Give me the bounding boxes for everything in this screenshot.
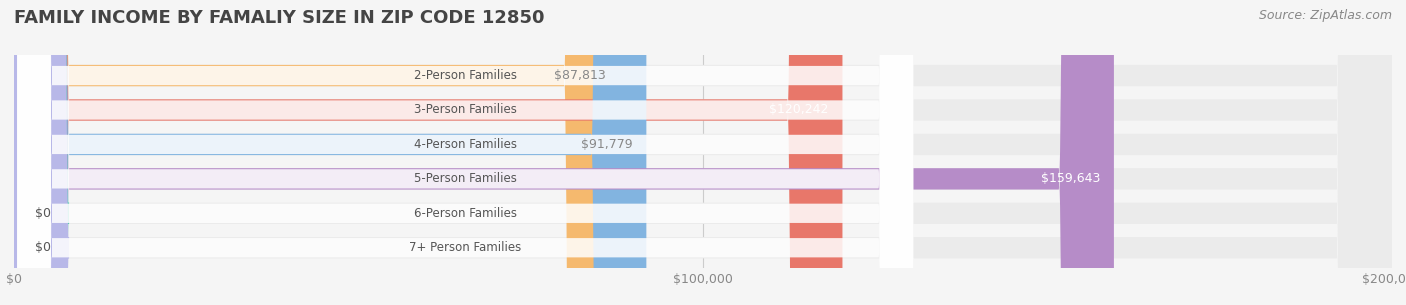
FancyBboxPatch shape bbox=[14, 0, 1392, 305]
FancyBboxPatch shape bbox=[14, 0, 647, 305]
FancyBboxPatch shape bbox=[14, 0, 1114, 305]
Text: 2-Person Families: 2-Person Families bbox=[413, 69, 517, 82]
FancyBboxPatch shape bbox=[17, 0, 912, 305]
Text: $0: $0 bbox=[35, 207, 51, 220]
Text: $120,242: $120,242 bbox=[769, 103, 828, 117]
Text: 4-Person Families: 4-Person Families bbox=[413, 138, 517, 151]
Text: Source: ZipAtlas.com: Source: ZipAtlas.com bbox=[1258, 9, 1392, 22]
FancyBboxPatch shape bbox=[17, 0, 912, 305]
Text: FAMILY INCOME BY FAMALIY SIZE IN ZIP CODE 12850: FAMILY INCOME BY FAMALIY SIZE IN ZIP COD… bbox=[14, 9, 544, 27]
FancyBboxPatch shape bbox=[17, 0, 912, 305]
FancyBboxPatch shape bbox=[17, 0, 912, 305]
Text: $0: $0 bbox=[35, 241, 51, 254]
FancyBboxPatch shape bbox=[17, 0, 912, 305]
FancyBboxPatch shape bbox=[17, 0, 912, 305]
FancyBboxPatch shape bbox=[14, 0, 619, 305]
FancyBboxPatch shape bbox=[14, 0, 1392, 305]
FancyBboxPatch shape bbox=[14, 0, 1392, 305]
Text: 5-Person Families: 5-Person Families bbox=[413, 172, 517, 185]
FancyBboxPatch shape bbox=[14, 0, 1392, 305]
Text: 7+ Person Families: 7+ Person Families bbox=[409, 241, 522, 254]
FancyBboxPatch shape bbox=[0, 0, 69, 305]
Text: 3-Person Families: 3-Person Families bbox=[413, 103, 517, 117]
FancyBboxPatch shape bbox=[0, 0, 69, 305]
Text: $91,779: $91,779 bbox=[581, 138, 633, 151]
FancyBboxPatch shape bbox=[14, 0, 1392, 305]
Text: 6-Person Families: 6-Person Families bbox=[413, 207, 517, 220]
FancyBboxPatch shape bbox=[14, 0, 1392, 305]
FancyBboxPatch shape bbox=[14, 0, 842, 305]
Text: $87,813: $87,813 bbox=[554, 69, 605, 82]
Text: $159,643: $159,643 bbox=[1040, 172, 1099, 185]
